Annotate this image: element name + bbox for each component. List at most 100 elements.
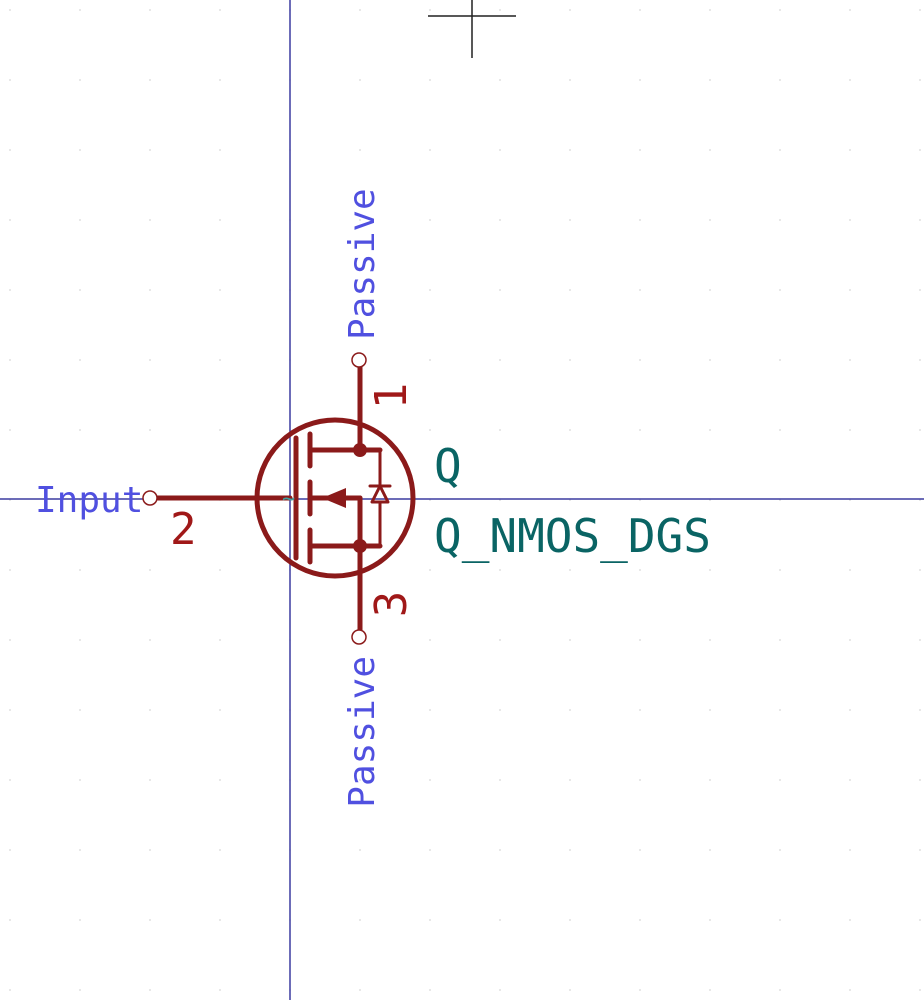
grid-dot	[919, 779, 921, 781]
grid-dot	[359, 9, 361, 11]
grid-dot	[429, 849, 431, 851]
grid-dot	[79, 709, 81, 711]
grid-dot	[779, 289, 781, 291]
grid-dot	[149, 429, 151, 431]
grid-dot	[849, 359, 851, 361]
grid-dot	[499, 359, 501, 361]
grid-dot	[429, 79, 431, 81]
grid-dot	[709, 429, 711, 431]
grid-dot	[499, 149, 501, 151]
grid-dot	[499, 9, 501, 11]
grid-dot	[499, 569, 501, 571]
grid-dot	[639, 709, 641, 711]
source-pin-type: Passive	[342, 656, 383, 808]
drain-pin-endpoint[interactable]	[351, 352, 367, 368]
source-pin-endpoint[interactable]	[351, 629, 367, 645]
grid-dot	[849, 849, 851, 851]
grid-dot	[149, 569, 151, 571]
grid-dot	[429, 569, 431, 571]
grid-dot	[9, 919, 11, 921]
symbol-fills	[322, 443, 367, 553]
grid-dot	[9, 289, 11, 291]
grid-dot	[639, 849, 641, 851]
grid-dot	[639, 359, 641, 361]
grid-dot	[709, 79, 711, 81]
grid-dot	[569, 359, 571, 361]
grid-dot	[149, 709, 151, 711]
grid-dot	[569, 849, 571, 851]
grid-dot	[79, 429, 81, 431]
grid-dot	[779, 149, 781, 151]
source-pin-number: 3	[366, 591, 417, 618]
grid-dot	[9, 149, 11, 151]
grid-dot	[429, 219, 431, 221]
grid-dot	[359, 289, 361, 291]
grid-dot	[79, 289, 81, 291]
grid-dot	[9, 9, 11, 11]
grid-dot	[219, 849, 221, 851]
grid-dot	[429, 359, 431, 361]
grid-dot	[429, 639, 431, 641]
gate-pin-number: 2	[170, 504, 197, 555]
grid-dot	[779, 79, 781, 81]
grid-dot	[639, 79, 641, 81]
grid-dot	[149, 289, 151, 291]
grid-dot	[639, 9, 641, 11]
grid-dot	[79, 79, 81, 81]
grid-dot	[569, 919, 571, 921]
grid-dot	[9, 639, 11, 641]
grid-dot	[849, 569, 851, 571]
grid-dot	[709, 709, 711, 711]
grid-dot	[219, 779, 221, 781]
grid-dot	[779, 429, 781, 431]
gate-pin-endpoint[interactable]	[142, 490, 158, 506]
grid-dot	[79, 779, 81, 781]
grid-dot	[359, 989, 361, 991]
grid-dot	[219, 569, 221, 571]
reference-field[interactable]: Q	[434, 439, 462, 493]
grid-dot	[219, 429, 221, 431]
grid-dot	[219, 79, 221, 81]
grid-dot	[9, 779, 11, 781]
grid-dot	[79, 919, 81, 921]
grid-dot	[779, 989, 781, 991]
grid-dot	[779, 919, 781, 921]
grid-dot	[639, 149, 641, 151]
grid-dot	[429, 989, 431, 991]
grid-dot	[919, 429, 921, 431]
grid-dot	[709, 9, 711, 11]
grid-dot	[429, 9, 431, 11]
value-field[interactable]: Q_NMOS_DGS	[434, 509, 711, 563]
source-junction	[353, 539, 367, 553]
grid-dot	[499, 429, 501, 431]
grid-dot	[149, 779, 151, 781]
grid-dot	[639, 919, 641, 921]
grid-dot	[359, 149, 361, 151]
grid-dot	[359, 709, 361, 711]
grid-dot	[849, 639, 851, 641]
channel-arrow	[322, 488, 346, 508]
grid-dot	[779, 569, 781, 571]
grid-dot	[849, 779, 851, 781]
grid-dot	[149, 359, 151, 361]
grid-dot	[849, 709, 851, 711]
grid-dot	[79, 149, 81, 151]
grid-dot	[359, 79, 361, 81]
grid-dot	[779, 709, 781, 711]
grid-dot	[919, 359, 921, 361]
grid-dot	[9, 989, 11, 991]
drain-pin-number: 1	[366, 383, 417, 410]
grid-dot	[149, 149, 151, 151]
grid-dot	[359, 219, 361, 221]
grid-dot	[639, 289, 641, 291]
grid-dot	[919, 79, 921, 81]
grid-dot	[779, 359, 781, 361]
grid-dot	[79, 219, 81, 221]
grid-dot	[569, 219, 571, 221]
grid-dot	[849, 429, 851, 431]
grid-dot	[639, 219, 641, 221]
grid-dot	[219, 919, 221, 921]
grid-dot	[9, 219, 11, 221]
grid-dot	[79, 569, 81, 571]
